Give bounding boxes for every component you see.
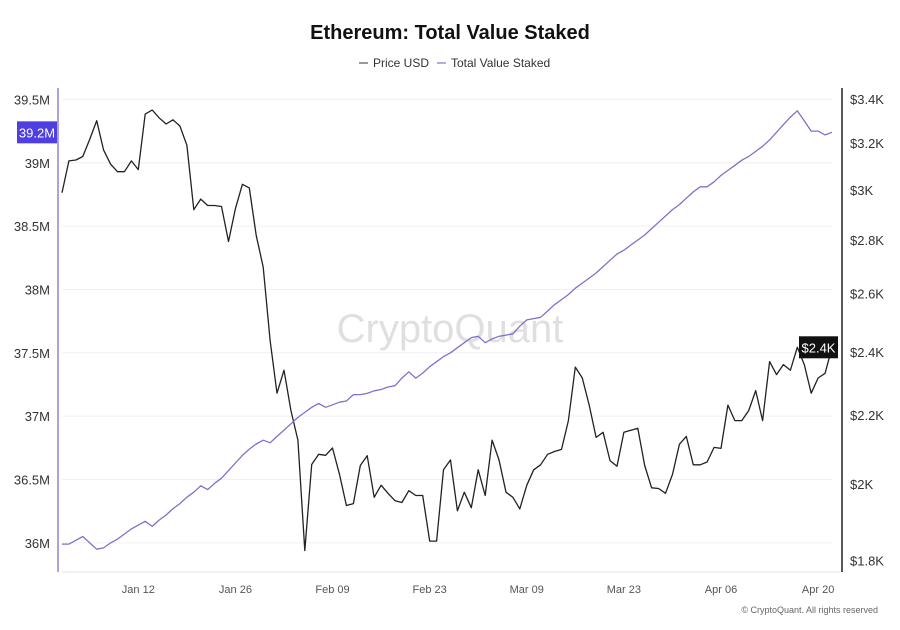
x-tick-label: Apr 06 [705, 584, 737, 596]
right-tick-label: $2.6K [850, 287, 884, 302]
x-tick-label: Apr 20 [802, 584, 834, 596]
left-tick-label: 39M [25, 156, 50, 171]
right-tick-label: $2.2K [850, 408, 884, 423]
left-tick-label: 36.5M [14, 473, 50, 488]
tvs-last-value-label: 39.2M [19, 125, 55, 140]
chart-title: Ethereum: Total Value Staked [310, 22, 590, 44]
x-tick-label: Jan 12 [122, 584, 155, 596]
price-last-value-badge [799, 336, 838, 359]
last-value-badges: 39.2M $2.4K [17, 121, 838, 359]
legend: Price USD Total Value Staked [359, 56, 550, 70]
x-tick-label: Mar 09 [510, 584, 544, 596]
right-axis: $1.8K $2K $2.2K $2.4K $2.6K $2.8K $3K $3.2K $3.4… [841, 88, 884, 572]
right-tick-label: $2.4K [850, 345, 884, 360]
left-tick-label: 39.5M [14, 92, 50, 107]
left-tick-label: 37.5M [14, 346, 50, 361]
x-tick-label: Feb 23 [413, 584, 447, 596]
left-tick-label: 36M [25, 536, 50, 551]
left-tick-label: 38M [25, 282, 50, 297]
watermark: CryptoQuant [337, 307, 564, 351]
price-last-value-label: $2.4K [802, 340, 836, 355]
tvs-last-value-badge [17, 121, 57, 144]
right-tick-label: $2.8K [850, 233, 884, 248]
x-axis: Jan 12 Jan 26 Feb 09 Feb 23 Mar 09 Mar 23 Apr … [62, 571, 842, 596]
footer-copyright: © CryptoQuant. All rights reserved [741, 605, 878, 615]
right-tick-label: $1.8K [850, 554, 884, 569]
gridlines [62, 98, 832, 544]
right-tick-label: $3.4K [850, 92, 884, 107]
right-tick-label: $2K [850, 477, 873, 492]
legend-label-tvs[interactable]: Total Value Staked [451, 56, 550, 70]
total-value-staked-line [62, 110, 833, 550]
series-lines [61, 109, 833, 552]
left-axis: 36M 36.5M 37M 37.5M 38M 38.5M 39M 39.5M [14, 88, 59, 572]
left-tick-label: 37M [25, 409, 50, 424]
legend-label-price[interactable]: Price USD [373, 56, 429, 70]
left-tick-label: 38.5M [14, 219, 50, 234]
price-usd-line [61, 109, 833, 552]
right-tick-label: $3.2K [850, 136, 884, 151]
x-tick-label: Jan 26 [219, 584, 252, 596]
x-tick-label: Feb 09 [315, 584, 349, 596]
right-tick-label: $3K [850, 183, 873, 198]
x-tick-label: Mar 23 [607, 584, 641, 596]
